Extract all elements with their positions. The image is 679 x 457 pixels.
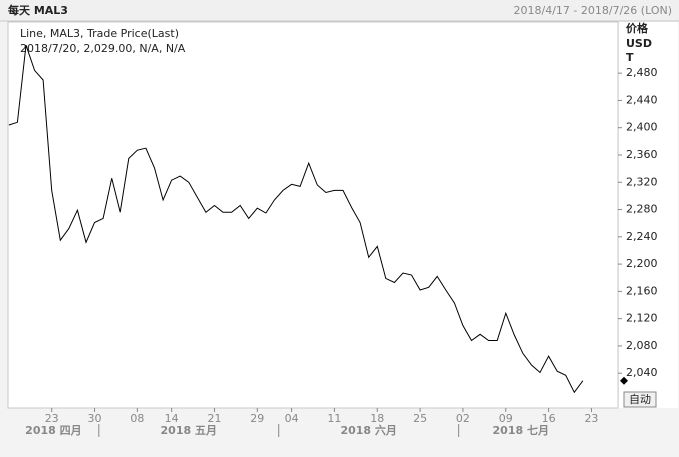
x-tick-label: 11 <box>327 412 341 425</box>
month-label: 2018 四月 <box>25 424 81 437</box>
x-tick-label: 30 <box>88 412 102 425</box>
x-tick-label: 29 <box>250 412 264 425</box>
x-tick-label: 16 <box>542 412 556 425</box>
x-tick-label: 25 <box>413 412 427 425</box>
month-label: 2018 七月 <box>493 423 549 437</box>
button-label[interactable]: 自动 <box>629 393 651 406</box>
x-tick-label: 18 <box>370 412 384 425</box>
y-axis-area <box>619 22 678 408</box>
axis-title: USD <box>626 37 652 50</box>
x-tick-label: 23 <box>45 412 59 425</box>
y-tick-label: 2,480 <box>626 66 658 79</box>
axis-title: 价格 <box>626 21 649 35</box>
x-tick-label: 08 <box>130 412 144 425</box>
y-tick-label: 2,160 <box>626 284 658 297</box>
button-frame[interactable] <box>623 391 657 408</box>
date-range: 2018/4/17 - 2018/7/26 (LON) <box>514 4 672 17</box>
month-label: 2018 六月 <box>340 423 396 437</box>
y-tick-label: 2,240 <box>626 230 658 243</box>
x-tick-label: 21 <box>207 412 221 425</box>
x-tick-label: 09 <box>499 412 513 425</box>
title-bar <box>0 0 679 21</box>
chart-title: 每天 MAL3 <box>8 3 68 17</box>
price-line <box>8 45 584 394</box>
y-tick-label: 2,120 <box>626 312 658 325</box>
y-tick-label: 2,040 <box>626 366 658 379</box>
plot-area <box>7 21 619 409</box>
x-tick-label: 04 <box>285 412 299 425</box>
legend-line: 2018/7/20, 2,029.00, N/A, N/A <box>20 42 186 55</box>
month-label: 2018 五月 <box>161 424 217 437</box>
last-price-marker <box>620 376 628 385</box>
y-tick-label: 2,400 <box>626 121 658 134</box>
x-tick-label: 02 <box>456 412 470 425</box>
y-tick-label: 2,200 <box>626 257 658 270</box>
legend-line: Line, MAL3, Trade Price(Last) <box>20 27 179 40</box>
y-tick-label: 2,360 <box>626 148 658 161</box>
y-tick-label: 2,440 <box>626 93 658 106</box>
x-tick-label: 14 <box>165 412 179 425</box>
x-tick-label: 23 <box>584 412 598 425</box>
y-tick-label: 2,320 <box>626 175 658 188</box>
y-tick-label: 2,280 <box>626 203 658 216</box>
axis-title: T <box>626 51 634 64</box>
auto-button[interactable]: 自动 <box>623 391 657 408</box>
y-tick-label: 2,080 <box>626 339 658 352</box>
